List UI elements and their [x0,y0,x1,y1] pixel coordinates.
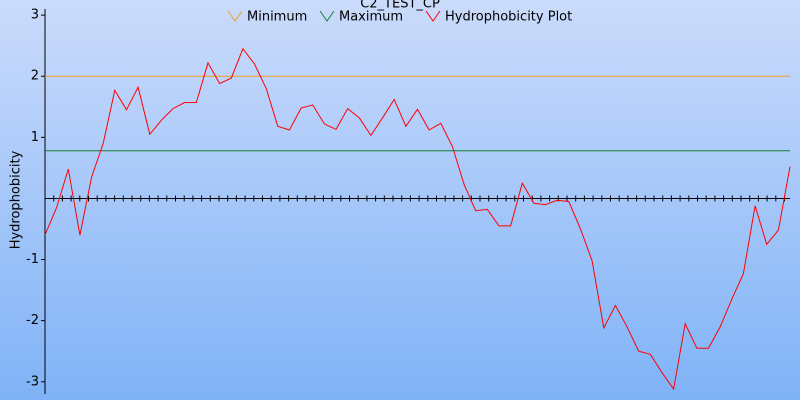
legend-icon [227,10,243,22]
chart-title: C2_TEST_CP [360,0,440,12]
y-tick-label: 1 [31,130,39,145]
legend-label: Hydrophobicity Plot [445,10,572,25]
legend-label: Minimum [247,10,307,25]
y-axis-label: Hydrophobicity [9,150,24,249]
y-tick-label: 3 [31,8,39,23]
y-tick-label: -2 [26,313,39,328]
legend-icon [425,10,441,22]
y-tick-label: -3 [26,374,39,389]
y-tick-label: -1 [26,252,39,267]
y-tick-label: 2 [31,69,39,84]
data-line [44,47,791,391]
legend-label: Maximum [339,10,403,25]
legend-icon [319,10,335,22]
